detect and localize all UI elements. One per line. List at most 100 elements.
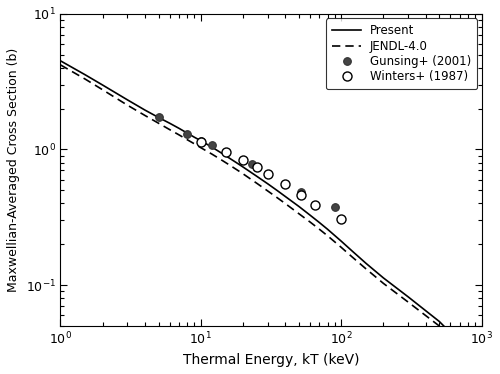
Present <box>218 151 224 155</box>
JENDL-4.0 <box>478 358 484 363</box>
Present <box>467 347 473 351</box>
Present <box>465 345 471 349</box>
JENDL-4.0 <box>380 281 386 286</box>
Winters+ (1987) <box>282 182 288 186</box>
Present <box>282 194 288 199</box>
Present <box>436 319 442 324</box>
Gunsing+ (2001) <box>222 150 228 154</box>
Gunsing+ (2001) <box>298 189 304 194</box>
JENDL-4.0 <box>464 347 469 351</box>
Present <box>82 73 88 77</box>
Present <box>478 355 484 360</box>
Present <box>324 227 330 232</box>
JENDL-4.0 <box>209 152 215 156</box>
JENDL-4.0 <box>184 138 190 142</box>
Present <box>234 160 239 165</box>
Present <box>142 108 148 112</box>
JENDL-4.0 <box>218 157 224 162</box>
JENDL-4.0 <box>307 220 313 224</box>
JENDL-4.0 <box>282 201 288 206</box>
Present <box>124 98 130 102</box>
Gunsing+ (2001) <box>184 132 190 136</box>
Present <box>184 131 190 135</box>
Present <box>274 188 280 193</box>
JENDL-4.0 <box>338 245 344 249</box>
JENDL-4.0 <box>176 133 182 137</box>
JENDL-4.0 <box>324 234 330 238</box>
JENDL-4.0 <box>476 356 482 361</box>
Present <box>363 261 369 266</box>
JENDL-4.0 <box>470 352 476 356</box>
Present <box>462 343 468 347</box>
JENDL-4.0 <box>100 88 105 92</box>
Present <box>100 83 105 88</box>
JENDL-4.0 <box>470 351 476 356</box>
JENDL-4.0 <box>462 345 468 349</box>
JENDL-4.0 <box>240 172 246 176</box>
Present <box>470 350 476 354</box>
X-axis label: Thermal Energy, kT (keV): Thermal Energy, kT (keV) <box>183 353 360 367</box>
Present <box>254 174 260 178</box>
Gunsing+ (2001) <box>254 165 260 169</box>
JENDL-4.0 <box>198 145 204 150</box>
JENDL-4.0 <box>460 344 466 348</box>
JENDL-4.0 <box>405 300 411 304</box>
Present <box>350 249 356 254</box>
Present <box>209 145 215 149</box>
Winters+ (1987) <box>312 203 318 207</box>
JENDL-4.0 <box>465 347 471 352</box>
Present <box>296 204 302 209</box>
Present <box>466 346 472 350</box>
Present <box>307 213 313 217</box>
Gunsing+ (2001) <box>209 143 215 148</box>
JENDL-4.0 <box>459 343 465 347</box>
Present <box>226 156 232 160</box>
Present <box>192 135 198 140</box>
Present <box>380 276 386 280</box>
JENDL-4.0 <box>124 103 130 107</box>
JENDL-4.0 <box>226 163 232 167</box>
Present <box>476 354 482 359</box>
JENDL-4.0 <box>474 355 480 359</box>
Present <box>458 339 464 344</box>
Gunsing+ (2001) <box>156 115 162 120</box>
JENDL-4.0 <box>457 341 463 346</box>
JENDL-4.0 <box>436 324 442 328</box>
Present <box>470 349 476 353</box>
Present <box>457 340 463 344</box>
JENDL-4.0 <box>296 212 302 216</box>
Gunsing+ (2001) <box>332 205 338 209</box>
Present <box>240 165 246 169</box>
Present <box>198 138 204 143</box>
Present <box>265 182 271 186</box>
JENDL-4.0 <box>475 356 481 360</box>
JENDL-4.0 <box>82 77 88 81</box>
Line: JENDL-4.0: JENDL-4.0 <box>60 65 482 361</box>
Y-axis label: Maxwellian-Averaged Cross Section (b): Maxwellian-Averaged Cross Section (b) <box>7 48 20 292</box>
Present <box>472 350 478 355</box>
Gunsing+ (2001) <box>240 158 246 163</box>
Winters+ (1987) <box>240 158 246 163</box>
JENDL-4.0 <box>142 113 148 118</box>
JENDL-4.0 <box>265 189 271 193</box>
JENDL-4.0 <box>458 342 464 346</box>
JENDL-4.0 <box>467 349 473 354</box>
Present <box>338 239 344 243</box>
Present <box>166 121 172 126</box>
Legend: Present, JENDL-4.0, Gunsing+ (2001), Winters+ (1987): Present, JENDL-4.0, Gunsing+ (2001), Win… <box>326 18 477 89</box>
Present <box>176 126 182 131</box>
JENDL-4.0 <box>156 121 162 126</box>
Present <box>474 352 480 357</box>
Present <box>478 356 484 361</box>
Present <box>459 340 465 344</box>
JENDL-4.0 <box>58 62 64 67</box>
Present <box>316 220 322 225</box>
Line: Gunsing+ (2001): Gunsing+ (2001) <box>155 114 338 211</box>
JENDL-4.0 <box>274 196 280 200</box>
Line: Winters+ (1987): Winters+ (1987) <box>196 138 346 224</box>
Present <box>464 344 469 349</box>
Winters+ (1987) <box>198 140 204 144</box>
Winters+ (1987) <box>298 193 304 197</box>
JENDL-4.0 <box>466 348 472 353</box>
Present <box>156 115 162 120</box>
